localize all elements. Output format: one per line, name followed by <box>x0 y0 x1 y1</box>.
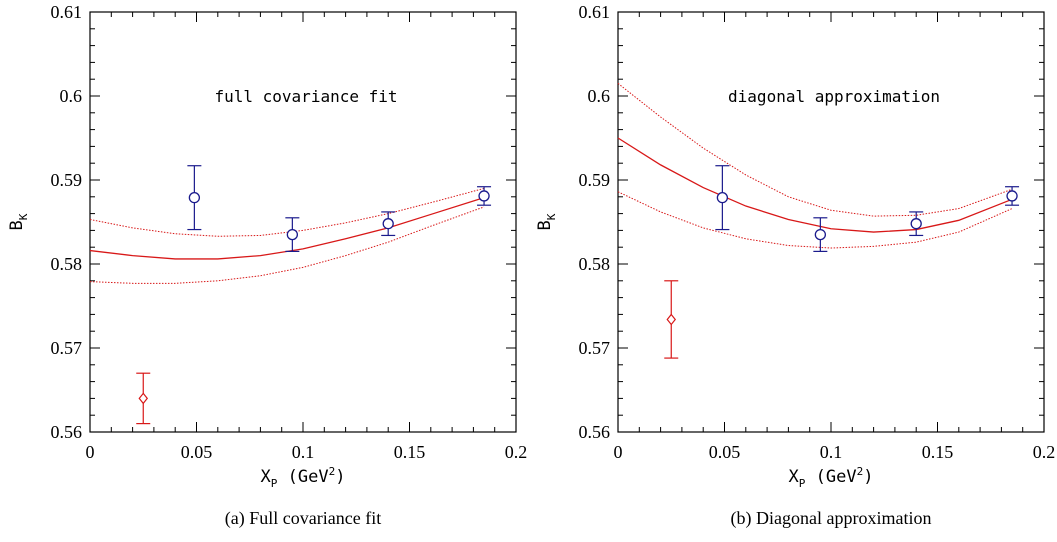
y-tick-label: 0.57 <box>579 338 611 358</box>
y-axis-label: BK <box>535 213 558 230</box>
y-tick-label: 0.56 <box>579 422 611 442</box>
circle-marker <box>382 218 394 230</box>
y-tick-label: 0.6 <box>588 86 611 106</box>
x-axis-label-sup: 2 <box>857 465 864 478</box>
y-axis-label: BK <box>7 213 30 230</box>
subfigure-caption: (b) Diagonal approximation <box>731 508 932 529</box>
x-axis-label-units: (GeV <box>805 467 856 487</box>
data-point <box>285 217 300 252</box>
x-tick-label: 0.15 <box>394 442 426 462</box>
y-axis-label-main: B <box>535 220 555 230</box>
extrapolated-point <box>136 372 151 425</box>
x-axis-label-sub: P <box>271 477 278 490</box>
x-tick-label: 0 <box>614 442 623 462</box>
y-tick-label: 0.59 <box>51 170 83 190</box>
x-tick-label: 0.2 <box>1033 442 1056 462</box>
y-axis-label-sub: K <box>545 213 558 220</box>
x-tick-label: 0.1 <box>292 442 315 462</box>
y-tick-label: 0.61 <box>51 2 83 22</box>
y-axis-label-main: B <box>7 220 27 230</box>
circle-marker <box>910 218 922 230</box>
y-tick-label: 0.56 <box>51 422 83 442</box>
x-axis-label-main: X <box>261 467 272 487</box>
y-tick-label: 0.57 <box>51 338 83 358</box>
circle-marker <box>478 190 490 202</box>
x-tick-label: 0.05 <box>709 442 741 462</box>
diamond-marker <box>666 313 677 326</box>
y-axis-label-sub: K <box>17 213 30 220</box>
x-tick-label: 0.2 <box>505 442 528 462</box>
x-tick-label: 0.15 <box>922 442 954 462</box>
data-point <box>715 165 730 231</box>
subfigure-caption: (a) Full covariance fit <box>225 508 381 529</box>
data-point <box>187 165 202 231</box>
extrapolated-point <box>664 280 679 359</box>
data-point <box>477 186 492 206</box>
y-tick-label: 0.58 <box>579 254 611 274</box>
fit-central-line <box>617 137 1013 233</box>
fit-upper-band <box>89 187 485 237</box>
plot-frame <box>617 11 1045 433</box>
data-point <box>1005 186 1020 206</box>
y-tick-label: 0.61 <box>579 2 611 22</box>
circle-marker <box>188 191 201 204</box>
x-axis-label: XP (GeV2) <box>261 465 346 490</box>
x-axis-label-main: X <box>789 467 800 487</box>
plot-annotation: full covariance fit <box>214 87 397 106</box>
data-point <box>813 217 828 252</box>
x-tick-label: 0.1 <box>820 442 843 462</box>
fit-lower-band <box>617 191 1013 249</box>
y-tick-label: 0.58 <box>51 254 83 274</box>
circle-marker <box>1006 190 1018 202</box>
x-axis-label: XP (GeV2) <box>789 465 874 490</box>
data-point <box>381 211 396 237</box>
x-axis-label-units: (GeV <box>277 467 328 487</box>
circle-marker <box>286 228 299 241</box>
data-point <box>909 211 924 237</box>
diamond-marker <box>138 392 149 405</box>
plot-annotation: diagonal approximation <box>728 87 940 106</box>
x-axis-label-sub: P <box>799 477 806 490</box>
x-axis-label-close: ) <box>335 467 345 487</box>
y-tick-label: 0.6 <box>60 86 83 106</box>
x-axis-label-close: ) <box>863 467 873 487</box>
x-tick-label: 0.05 <box>181 442 213 462</box>
x-tick-label: 0 <box>86 442 95 462</box>
panel-diagonal-approximation: 0 0.05 0.1 0.15 0.2 0.56 0.57 0.58 0.59 0.6 0.61 XP… <box>535 2 1055 529</box>
panel-full-covariance-fit: 0 0.05 0.1 0.15 0.2 0.56 0.57 0.58 0.59 0.6 0.61 XP… <box>7 2 527 529</box>
plot-frame <box>89 11 517 433</box>
fit-upper-band <box>617 83 1013 217</box>
circle-marker <box>716 191 729 204</box>
circle-marker <box>814 228 826 241</box>
fit-lower-band <box>89 206 485 284</box>
x-axis-label-sup: 2 <box>329 465 336 478</box>
y-tick-label: 0.59 <box>579 170 611 190</box>
fit-central-line <box>89 197 485 260</box>
